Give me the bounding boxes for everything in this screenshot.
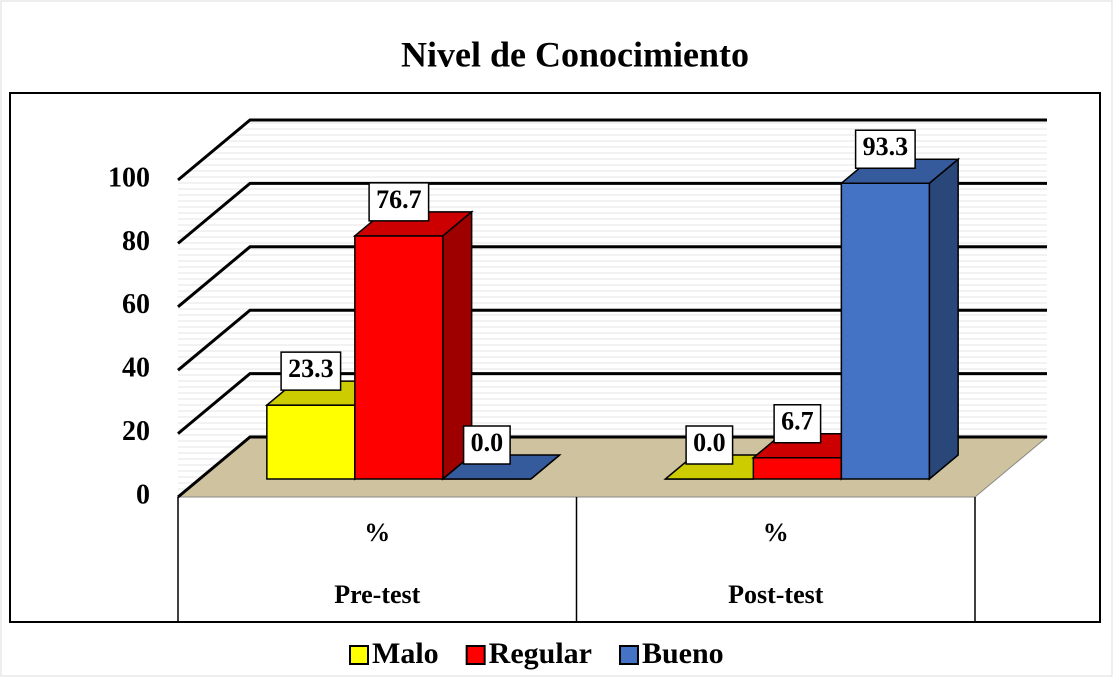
data-label-box (368, 182, 430, 222)
bar (352, 210, 474, 481)
data-label: 76.7 (376, 185, 422, 214)
data-label-box (685, 425, 734, 465)
bar (839, 157, 961, 481)
plot-frame (9, 92, 1101, 623)
grid-line (177, 118, 1047, 182)
data-label: 0.0 (471, 428, 504, 457)
legend-label: Regular (489, 637, 592, 670)
bar-front (266, 404, 356, 480)
x-tick-label: Pre-test (334, 580, 420, 609)
grid-line (177, 245, 1047, 308)
data-label-box (462, 425, 511, 465)
legend-swatch (618, 645, 639, 665)
grid-line (177, 181, 1047, 245)
legend-label: Malo (372, 637, 439, 670)
grid-line (177, 308, 1047, 372)
data-label: 23.3 (288, 354, 334, 383)
legend-swatch (349, 645, 369, 665)
data-label-box (280, 351, 342, 391)
chart-title: Nivel de Conocimiento (401, 34, 749, 74)
data-label: 0.0 (693, 428, 726, 457)
grid-line (177, 372, 1047, 435)
bar-side (928, 157, 959, 481)
bar-front (354, 235, 444, 480)
side-wall (178, 120, 250, 497)
legend-swatch (465, 645, 486, 665)
data-label: 93.3 (863, 132, 909, 161)
x-subcategory-label: % (364, 518, 390, 547)
x-tick-label: Post-test (728, 580, 824, 609)
y-tick-label: 0 (136, 479, 150, 510)
legend-label: Bueno (642, 637, 724, 670)
data-label: 6.7 (781, 407, 814, 436)
y-tick-label: 20 (122, 416, 150, 447)
y-tick-label: 80 (122, 226, 150, 257)
y-tick-label: 100 (108, 162, 150, 193)
y-tick-label: 60 (122, 289, 150, 320)
bar-front (752, 457, 843, 480)
x-subcategory-label: % (763, 518, 789, 547)
y-tick-label: 40 (122, 353, 150, 384)
bar-front (840, 182, 931, 480)
data-label-box (854, 129, 916, 169)
data-label-box (773, 404, 822, 444)
